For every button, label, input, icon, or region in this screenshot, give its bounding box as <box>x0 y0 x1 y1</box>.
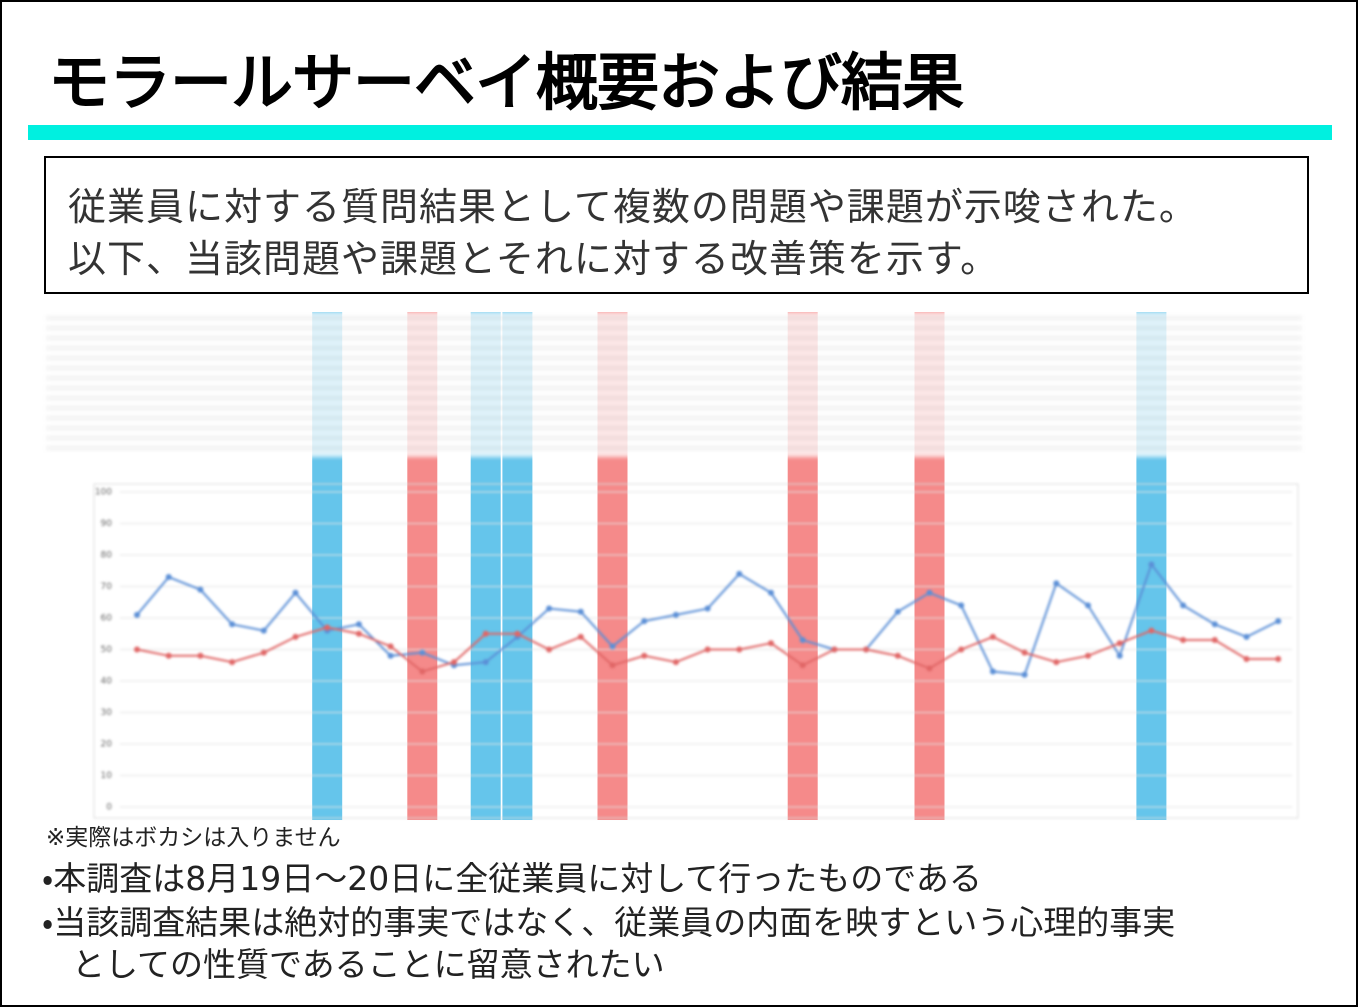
point <box>609 662 616 669</box>
point <box>197 586 204 593</box>
point <box>197 652 204 659</box>
point <box>1053 659 1060 666</box>
point <box>894 608 901 615</box>
point <box>1180 602 1187 609</box>
point <box>577 608 584 615</box>
point <box>672 611 679 618</box>
point <box>799 662 806 669</box>
y-tick-label: 10 <box>101 771 113 781</box>
title: モラールサーベイ概要および結果 <box>48 46 964 119</box>
point <box>894 652 901 659</box>
point <box>958 602 965 609</box>
bullet: としての性質であることに留意されたい <box>72 945 665 984</box>
summary-line: 以下、当該問題や課題とそれに対する改善策を示す。 <box>68 237 1000 281</box>
highlight-layer <box>312 312 1167 820</box>
point <box>1116 640 1123 647</box>
point <box>1243 655 1250 662</box>
point <box>577 633 584 640</box>
point <box>419 649 426 656</box>
point <box>260 627 267 634</box>
bullet: ・本調査は8月19日～20日に全従業員に対して行ったものである <box>42 859 982 898</box>
point <box>1243 633 1250 640</box>
point <box>1085 652 1091 659</box>
point <box>229 659 236 666</box>
y-tick-label: 70 <box>101 582 113 592</box>
y-tick-label: 30 <box>101 708 113 718</box>
point <box>355 630 362 637</box>
point <box>704 646 711 653</box>
point <box>482 630 489 637</box>
point <box>134 646 140 653</box>
point <box>514 630 521 637</box>
point <box>165 574 172 581</box>
point <box>482 659 489 666</box>
point <box>831 646 838 653</box>
point <box>451 659 457 666</box>
point <box>704 605 711 612</box>
point <box>292 589 299 596</box>
point <box>1021 649 1028 656</box>
point <box>672 659 679 666</box>
point <box>736 570 743 577</box>
point <box>355 621 362 628</box>
point <box>736 646 743 653</box>
point <box>292 633 299 640</box>
y-tick-label: 80 <box>101 551 113 561</box>
accent-bar <box>28 125 1332 140</box>
point <box>989 633 996 640</box>
point <box>768 640 774 647</box>
point <box>609 643 616 650</box>
point <box>1021 671 1028 678</box>
summary-box: 従業員に対する質問結果として複数の問題や課題が示唆された。 以下、当該問題や課題… <box>44 156 1309 294</box>
point <box>419 668 426 675</box>
y-tick-label: 90 <box>101 519 113 529</box>
point <box>229 621 236 628</box>
y-tick-label: 100 <box>95 488 112 498</box>
point <box>1085 602 1091 609</box>
point <box>958 646 965 653</box>
y-tick-label: 20 <box>101 740 113 750</box>
point <box>1053 580 1060 587</box>
y-tick-label: 40 <box>101 677 113 687</box>
point <box>989 668 996 675</box>
note: ※実際はボカシは入りません <box>46 825 341 851</box>
y-tick-label: 50 <box>101 645 113 655</box>
summary-line: 従業員に対する質問結果として複数の問題や課題が示唆された。 <box>68 185 1198 229</box>
plot-frame <box>93 483 1299 819</box>
bullet: ・当該調査結果は絶対的事実ではなく、従業員の内面を映すという心理的事実 <box>42 903 1176 942</box>
point <box>641 618 648 625</box>
point <box>768 589 774 596</box>
point <box>1180 637 1187 644</box>
plot: 0 10 20 30 40 50 60 70 80 90 100 <box>93 483 1299 819</box>
point <box>863 646 870 653</box>
point <box>387 652 394 659</box>
point <box>165 652 172 659</box>
y-tick-label: 60 <box>101 614 113 624</box>
point <box>1275 618 1282 625</box>
point <box>546 646 553 653</box>
point <box>1116 652 1123 659</box>
point <box>324 624 331 631</box>
point <box>799 637 806 644</box>
point <box>134 611 140 618</box>
point <box>641 652 648 659</box>
point <box>1211 621 1218 628</box>
point <box>926 665 933 672</box>
blurred-table <box>46 312 1302 457</box>
point <box>1211 637 1218 644</box>
y-tick-label: 0 <box>106 803 112 813</box>
series-line <box>136 562 1279 676</box>
point <box>1148 561 1155 568</box>
point <box>1148 627 1155 634</box>
point <box>926 589 933 596</box>
point <box>1275 655 1282 662</box>
point <box>260 649 267 656</box>
point <box>546 605 553 612</box>
point <box>387 643 394 650</box>
